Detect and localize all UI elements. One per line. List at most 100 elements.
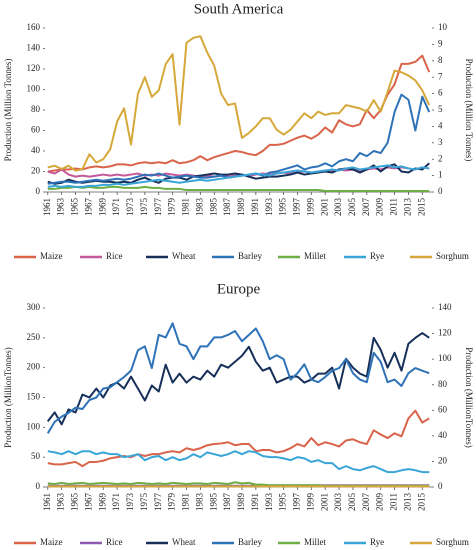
y2-tick-label: 2 <box>438 153 443 163</box>
x-tick-label: 1969 <box>97 493 107 512</box>
x-tick-label: 1985 <box>208 198 218 217</box>
y2-tick-label: 100 <box>438 353 452 363</box>
legend-label: Rye <box>370 251 384 261</box>
y-tick-label: 40 <box>31 145 41 155</box>
x-tick-label: 1995 <box>278 198 288 217</box>
x-tick-label: 2007 <box>361 198 371 217</box>
y-tick-label: 20 <box>31 166 41 176</box>
x-tick-label: 1979 <box>167 493 177 512</box>
y2-tick-label: 8 <box>438 55 443 65</box>
y2-tick-label: 6 <box>438 88 443 98</box>
legend-label: Wheat <box>172 537 196 547</box>
y-tick-label: 80 <box>31 104 41 114</box>
y2-axis-label: Production (MillionTonnes) <box>464 347 474 448</box>
legend-label: Rye <box>370 537 384 547</box>
x-tick-label: 1967 <box>83 493 93 512</box>
x-tick-label: 1963 <box>56 493 66 512</box>
y-tick-label: 50 <box>31 451 41 461</box>
x-tick-label: 1973 <box>125 198 135 217</box>
y2-tick-label: 80 <box>438 379 448 389</box>
legend-label: Maize <box>40 537 63 547</box>
legend-label: Millet <box>304 537 326 547</box>
legend-label: Sorghum <box>436 251 469 261</box>
x-tick-label: 1961 <box>42 493 52 511</box>
y2-axis-label: Production (Million Tonnes) <box>464 59 474 162</box>
x-tick-label: 1991 <box>250 198 260 216</box>
x-tick-label: 2009 <box>375 493 385 512</box>
series-line <box>47 450 430 474</box>
x-tick-label: 2001 <box>319 493 329 511</box>
x-tick-label: 1967 <box>83 198 93 217</box>
y-tick-label: 200 <box>27 362 41 372</box>
x-tick-label: 1979 <box>167 198 177 217</box>
y2-tick-label: 3 <box>438 137 443 147</box>
x-tick-label: 2015 <box>416 198 426 217</box>
y2-tick-label: 0 <box>438 186 443 196</box>
x-tick-label: 1977 <box>153 198 163 217</box>
x-tick-label: 1989 <box>236 198 246 217</box>
series-line <box>47 54 431 173</box>
chart-title: Europe <box>217 281 261 297</box>
y2-tick-label: 20 <box>438 455 448 465</box>
x-tick-label: 1991 <box>250 493 260 511</box>
legend-label: Barley <box>238 251 262 261</box>
y-tick-label: 0 <box>36 186 41 196</box>
x-tick-label: 2011 <box>389 198 399 216</box>
y2-tick-label: 120 <box>438 328 452 338</box>
x-tick-label: 2013 <box>402 493 412 512</box>
x-tick-label: 1977 <box>153 493 163 512</box>
legend-label: Rice <box>106 251 123 261</box>
x-tick-label: 1981 <box>181 493 191 511</box>
y-tick-label: 140 <box>27 43 41 53</box>
y2-tick-label: 5 <box>438 104 443 114</box>
y-axis-label: Production (MillionTonnes) <box>3 347 13 448</box>
series-line <box>47 409 430 468</box>
y2-tick-label: 9 <box>438 38 443 48</box>
y-tick-label: 300 <box>27 302 41 312</box>
legend-label: Millet <box>304 251 326 261</box>
x-tick-label: 2003 <box>333 493 343 512</box>
x-tick-label: 1999 <box>305 198 315 217</box>
x-tick-label: 1985 <box>208 493 218 512</box>
series-line <box>46 322 430 434</box>
x-tick-label: 2011 <box>389 493 399 511</box>
x-tick-label: 1975 <box>139 198 149 217</box>
x-tick-label: 1961 <box>42 198 52 216</box>
y2-tick-label: 7 <box>438 71 443 81</box>
x-tick-label: 1983 <box>194 493 204 512</box>
legend-label: Barley <box>238 537 262 547</box>
y-tick-label: 160 <box>27 22 41 32</box>
y2-tick-label: 0 <box>438 481 443 491</box>
x-tick-label: 1975 <box>139 493 149 512</box>
series-line <box>47 35 431 172</box>
legend-label: Maize <box>40 251 63 261</box>
x-tick-label: 1997 <box>292 493 302 512</box>
x-tick-label: 2003 <box>333 198 343 217</box>
x-tick-label: 2013 <box>402 198 412 217</box>
x-tick-label: 1963 <box>56 198 66 217</box>
y-tick-label: 150 <box>27 392 41 402</box>
series-line <box>47 162 430 185</box>
y2-tick-label: 40 <box>438 430 448 440</box>
x-tick-label: 2005 <box>347 198 357 217</box>
series-line <box>47 185 430 192</box>
x-tick-label: 1999 <box>305 493 315 512</box>
y-tick-label: 0 <box>36 481 41 491</box>
x-tick-label: 1989 <box>236 493 246 512</box>
y2-tick-label: 1 <box>438 170 443 180</box>
series-line <box>46 332 430 426</box>
y-tick-label: 60 <box>31 125 41 135</box>
x-tick-label: 1993 <box>264 493 274 512</box>
y-tick-label: 250 <box>27 332 41 342</box>
y2-tick-label: 4 <box>438 120 443 130</box>
x-tick-label: 1995 <box>278 493 288 512</box>
x-tick-label: 1997 <box>292 198 302 217</box>
x-tick-label: 2009 <box>375 198 385 217</box>
x-tick-label: 1965 <box>70 493 80 512</box>
x-tick-label: 2001 <box>319 198 329 216</box>
y-tick-label: 120 <box>27 63 41 73</box>
x-tick-label: 1981 <box>181 198 191 216</box>
x-tick-label: 1987 <box>222 493 232 512</box>
x-tick-label: 1965 <box>70 198 80 217</box>
